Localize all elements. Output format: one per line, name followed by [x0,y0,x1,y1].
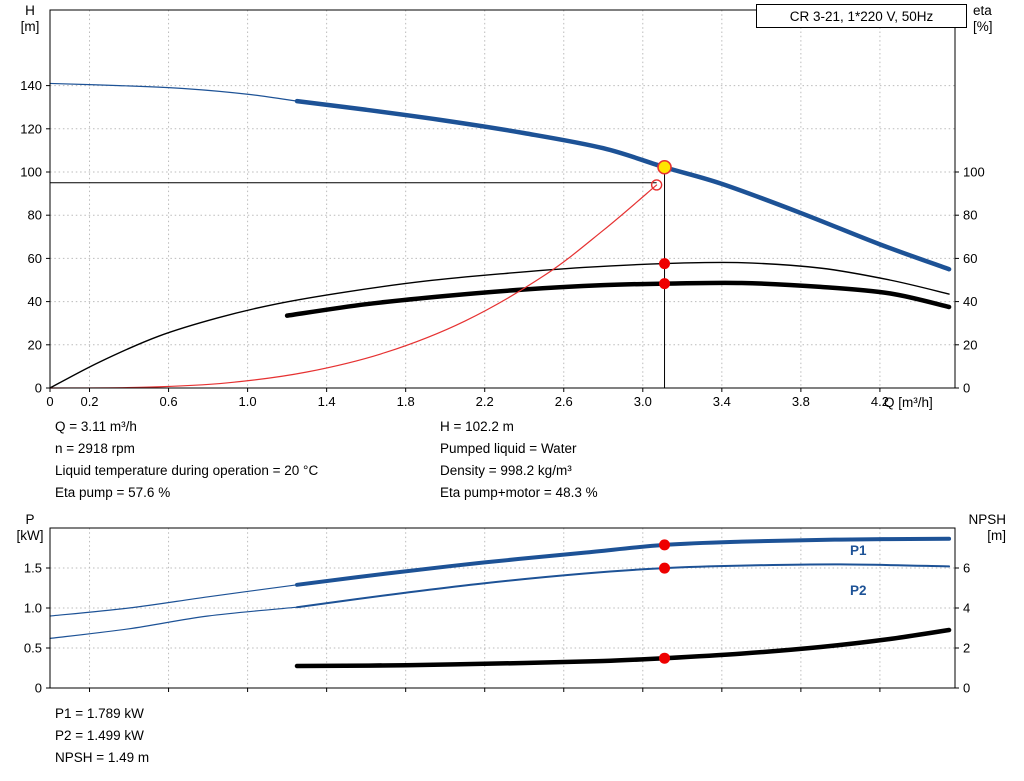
eta-pump-point [659,258,671,270]
npsh-axis-label-unit: [m] [987,528,1006,543]
p-axis-label-symbol: P [25,512,35,527]
plot-border [49,9,956,389]
axis-tick-labels: 0 0.2 0.6 1.0 1.4 1.8 2.2 2.6 3.0 3.4 3.8 4.2 0 20 40 6… [20,78,984,409]
info-pumped-liquid: Pumped liquid = Water [440,441,577,456]
svg-text:80: 80 [28,208,42,223]
svg-text:40: 40 [28,294,42,309]
p1-curve [295,536,952,587]
svg-text:0: 0 [963,381,970,396]
info-speed: n = 2918 rpm [55,441,135,456]
svg-text:2.2: 2.2 [476,394,494,409]
svg-text:0: 0 [963,681,970,696]
p1-point [659,539,671,551]
svg-text:100: 100 [20,165,42,180]
duty-info-right: H = 102.2 m Pumped liquid = Water Densit… [440,416,598,504]
axis-ticks [46,567,959,692]
eta-pump-motor-point [659,278,671,290]
svg-text:4.2: 4.2 [871,394,889,409]
svg-text:1.0: 1.0 [239,394,257,409]
head-curve [294,98,952,272]
svg-text:2.6: 2.6 [555,394,573,409]
svg-text:120: 120 [20,121,42,136]
axis-ticks [46,85,959,392]
svg-text:2: 2 [963,641,970,656]
svg-text:20: 20 [963,337,977,352]
p-axis-label-unit: [kW] [16,528,44,543]
h-axis-label-unit: [m] [20,19,40,34]
info-p1: P1 = 1.789 kW [55,706,144,721]
duty-info-left: Q = 3.11 m³/h n = 2918 rpm Liquid temper… [55,416,318,504]
h-axis-label: H [m] [11,3,49,35]
svg-text:1.4: 1.4 [318,394,336,409]
p-axis-label: P [kW] [10,512,50,544]
p2-curve [296,563,951,609]
system-curve [49,184,658,389]
grid-lines [50,528,955,688]
svg-text:60: 60 [28,251,42,266]
duty-point[interactable] [657,159,672,175]
svg-text:0: 0 [46,394,53,409]
npsh-curve [294,627,952,669]
eta-axis-label: eta [%] [973,3,1019,35]
info-npsh: NPSH = 1.49 m [55,750,150,765]
info-density: Density = 998.2 kg/m³ [440,463,572,478]
eta-pump-curve [49,261,950,389]
h-axis-label-symbol: H [25,3,35,18]
svg-text:0: 0 [35,381,42,396]
power-info: P1 = 1.789 kW P2 = 1.499 kW NPSH = 1.49 … [55,703,149,769]
info-p2: P2 = 1.499 kW [55,728,144,743]
qh-eta-chart: 0 0.2 0.6 1.0 1.4 1.8 2.2 2.6 3.0 3.4 3.8 4.2 0 20 40 6… [20,9,985,409]
eta-axis-label-unit: [%] [973,19,993,34]
p2-curve-low [49,606,298,639]
svg-text:100: 100 [963,165,985,180]
svg-text:3.0: 3.0 [634,394,652,409]
svg-text:40: 40 [963,294,977,309]
npsh-point [659,652,671,664]
axis-tick-labels: 0 0.5 1.0 1.5 0 2 4 6 [24,561,970,696]
info-flow: Q = 3.11 m³/h [55,419,137,434]
grid-lines [50,10,955,388]
pump-title-box: CR 3-21, 1*220 V, 50Hz [756,4,967,28]
svg-text:140: 140 [20,78,42,93]
svg-text:0.5: 0.5 [24,641,42,656]
head-curve-low [49,82,298,102]
svg-text:1.8: 1.8 [397,394,415,409]
info-head: H = 102.2 m [440,419,514,434]
svg-text:0.6: 0.6 [160,394,178,409]
power-npsh-chart: 0 0.5 1.0 1.5 0 2 4 6 [24,527,970,696]
p1-curve-low [49,584,298,617]
svg-text:3.8: 3.8 [792,394,810,409]
info-liquid-temperature: Liquid temperature during operation = 20… [55,463,319,478]
p2-curve-label: P2 [850,583,867,598]
svg-text:1.5: 1.5 [24,561,42,576]
svg-text:6: 6 [963,561,970,576]
svg-text:3.4: 3.4 [713,394,731,409]
svg-text:60: 60 [963,251,977,266]
svg-text:0.2: 0.2 [80,394,98,409]
svg-text:4: 4 [963,601,970,616]
requested-duty-point[interactable] [650,179,663,191]
svg-text:1.0: 1.0 [24,601,42,616]
npsh-axis-label: NPSH [m] [948,512,1006,544]
svg-text:20: 20 [28,337,42,352]
svg-text:80: 80 [963,208,977,223]
q-axis-label: Q [m³/h] [884,395,933,410]
eta-pump-motor-curve [284,280,952,318]
eta-axis-label-symbol: eta [973,3,992,18]
info-eta-pump: Eta pump = 57.6 % [55,485,171,500]
npsh-axis-label-symbol: NPSH [968,512,1006,527]
p1-curve-label: P1 [850,543,867,558]
p2-point [659,562,671,574]
svg-text:0: 0 [35,681,42,696]
info-eta-pump-motor: Eta pump+motor = 48.3 % [440,485,598,500]
